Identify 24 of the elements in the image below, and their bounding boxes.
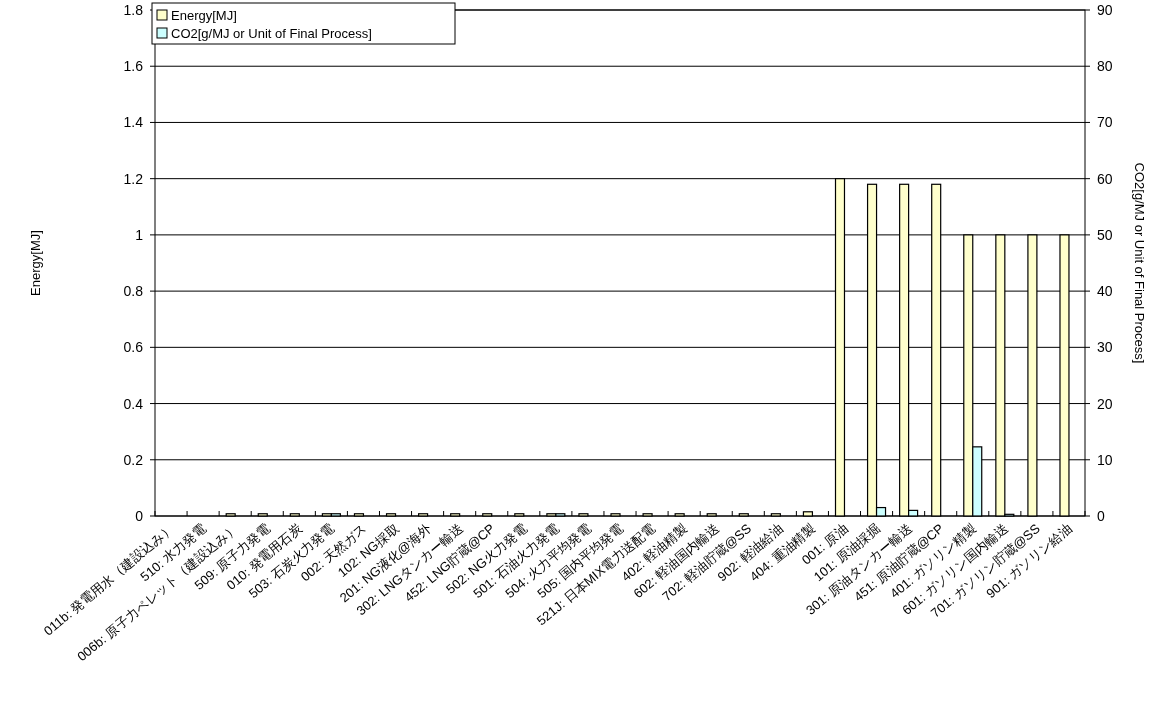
y-tick-label: 1.4 <box>123 114 144 131</box>
y2-tick-label: 60 <box>1097 170 1113 187</box>
y2-axis-title: CO2[g/MJ or Unit of Final Process] <box>1132 162 1147 364</box>
y-tick-label: 1.8 <box>123 2 144 18</box>
y-tick-label: 0.6 <box>123 339 144 356</box>
y-tick-label: 0.4 <box>123 395 144 412</box>
y2-tick-label: 40 <box>1097 283 1113 300</box>
legend-label: Energy[MJ] <box>171 8 237 23</box>
y2-tick-label: 80 <box>1097 58 1113 75</box>
y2-tick-label: 90 <box>1097 2 1113 18</box>
y-tick-label: 1 <box>135 226 144 243</box>
y-tick-label: 0.8 <box>123 283 144 300</box>
y-tick-label: 0 <box>135 508 144 524</box>
y2-tick-label: 30 <box>1097 339 1113 356</box>
y2-tick-label: 70 <box>1097 114 1113 131</box>
y-tick-label: 1.6 <box>123 58 144 75</box>
y-tick-label: 0.2 <box>123 451 144 468</box>
y2-tick-label: 10 <box>1097 451 1113 468</box>
y-tick-label: 1.2 <box>123 170 144 187</box>
legend-label: CO2[g/MJ or Unit of Final Process] <box>171 26 372 41</box>
y2-tick-label: 0 <box>1097 508 1105 524</box>
y-axis-title: Energy[MJ] <box>28 230 43 296</box>
y2-tick-label: 50 <box>1097 226 1113 243</box>
y2-tick-label: 20 <box>1097 395 1113 412</box>
